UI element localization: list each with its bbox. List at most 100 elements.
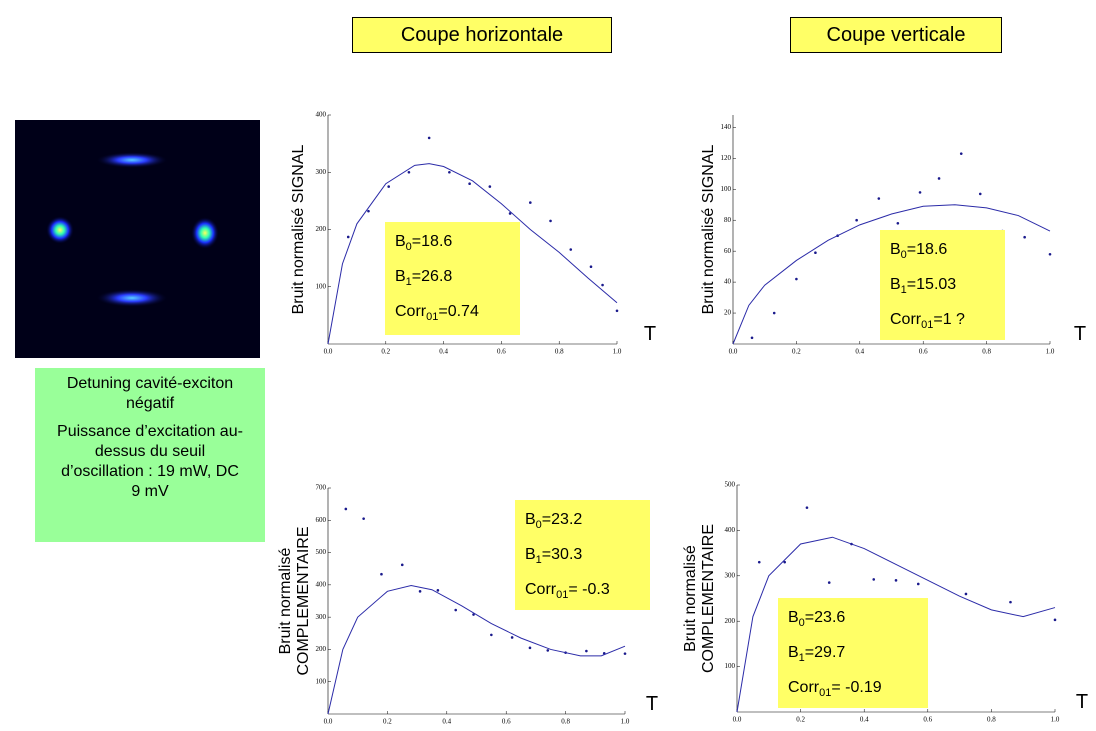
annotation-value: =18.6 xyxy=(412,233,453,250)
x-tick-label: 0.6 xyxy=(497,348,506,356)
annotation-symbol: B xyxy=(788,644,799,661)
annotation: Corr01= -0.3 xyxy=(525,581,610,601)
annotation-box xyxy=(385,222,520,335)
y-tick-label: 300 xyxy=(316,168,327,176)
data-point xyxy=(1053,618,1057,622)
y-tick-label: 600 xyxy=(316,516,327,524)
x-tick-label: 1.0 xyxy=(1046,348,1055,356)
annotation-subscript: 1 xyxy=(901,284,907,296)
annotation: B0=23.6 xyxy=(788,609,845,629)
y-tick-label: 100 xyxy=(316,282,327,290)
y-tick-label: 500 xyxy=(725,481,736,489)
data-point xyxy=(448,170,451,174)
x-tick-label: 0.2 xyxy=(796,716,805,724)
annotation-value: =0.74 xyxy=(438,303,479,320)
annotation-symbol: Corr xyxy=(525,581,557,598)
fit-curve xyxy=(732,204,1051,345)
data-point xyxy=(407,170,411,174)
y-axis-label: Bruit normalisé SIGNAL xyxy=(290,144,307,314)
x-tick-label: 0.2 xyxy=(792,348,801,356)
header: Coupe horizontale xyxy=(352,17,612,53)
y-tick-label: 400 xyxy=(316,111,327,119)
x-tick-label: 1.0 xyxy=(1051,716,1060,724)
x-tick-label: 0.0 xyxy=(733,716,742,724)
annotation-subscript: 0 xyxy=(406,241,412,253)
y-axis-label: Bruit normalisé xyxy=(277,548,294,655)
caption-text: Detuning cavité-exciton négatif xyxy=(66,375,234,412)
data-point xyxy=(346,235,350,239)
annotation-box xyxy=(778,598,928,708)
annotation-subscript: 01 xyxy=(819,687,831,699)
x-tick-label: 0.4 xyxy=(855,348,864,356)
data-point xyxy=(855,218,858,222)
annotation: Corr01=1 ? xyxy=(890,311,965,331)
data-point xyxy=(601,283,604,287)
data-point xyxy=(344,507,348,511)
annotation-subscript: 1 xyxy=(406,276,412,288)
x-tick-label: 0.8 xyxy=(561,718,570,726)
x-axis-label: T xyxy=(646,693,658,715)
data-point xyxy=(757,560,761,564)
annotation-value: =15.03 xyxy=(907,276,956,293)
x-tick-label: 0.4 xyxy=(860,716,869,724)
y-tick-label: 80 xyxy=(724,216,732,224)
y-tick-label: 140 xyxy=(721,123,732,131)
data-point xyxy=(750,336,754,340)
annotation-value: =26.8 xyxy=(412,268,453,285)
data-point xyxy=(546,649,550,652)
annotation-subscript: 0 xyxy=(536,519,542,531)
x-axis-label: T xyxy=(1076,691,1088,713)
annotation: B0=18.6 xyxy=(395,233,452,253)
data-point xyxy=(872,578,876,581)
data-point xyxy=(1009,600,1012,604)
annotation-value: = -0.19 xyxy=(831,679,881,696)
data-point xyxy=(387,185,390,188)
annotation-symbol: Corr xyxy=(395,303,427,320)
y-axis-label: Bruit normalisé xyxy=(682,545,699,652)
y-tick-label: 300 xyxy=(725,571,736,579)
data-point xyxy=(896,222,900,225)
annotation: Corr01= -0.19 xyxy=(788,679,882,699)
annotation-value: =30.3 xyxy=(542,546,583,563)
header: Coupe verticale xyxy=(790,17,1002,53)
data-point xyxy=(1048,252,1052,256)
annotation: B1=26.8 xyxy=(395,268,452,288)
data-point xyxy=(418,590,422,593)
x-tick-label: 0.4 xyxy=(442,718,451,726)
data-point xyxy=(978,192,982,196)
annotation-symbol: B xyxy=(395,233,406,250)
data-point xyxy=(367,209,370,213)
data-point xyxy=(937,177,941,180)
annotation: B0=18.6 xyxy=(890,241,947,261)
annotation-subscript: 01 xyxy=(921,319,933,331)
annotation-subscript: 0 xyxy=(799,617,805,629)
y-tick-label: 100 xyxy=(721,185,732,193)
x-axis-label: T xyxy=(644,323,656,345)
data-point xyxy=(380,572,383,576)
data-point xyxy=(585,649,588,653)
y-tick-label: 100 xyxy=(725,662,736,670)
x-tick-label: 0.6 xyxy=(923,716,932,724)
data-point xyxy=(528,646,532,650)
y-tick-label: 40 xyxy=(724,278,732,286)
annotation-subscript: 01 xyxy=(556,589,568,601)
annotation: Corr01=0.74 xyxy=(395,303,479,323)
data-point xyxy=(569,248,573,251)
x-tick-label: 0.0 xyxy=(729,348,738,356)
data-point xyxy=(427,136,431,140)
y-tick-label: 100 xyxy=(316,677,327,685)
x-tick-label: 1.0 xyxy=(621,718,630,726)
y-tick-label: 200 xyxy=(316,645,327,653)
x-tick-label: 0.2 xyxy=(381,348,390,356)
annotation-subscript: 1 xyxy=(536,554,542,566)
data-point xyxy=(805,506,809,510)
fit-curve xyxy=(327,584,626,715)
data-point xyxy=(490,633,493,637)
x-tick-label: 0.2 xyxy=(383,718,392,726)
data-point xyxy=(1023,235,1026,239)
x-tick-label: 0.4 xyxy=(439,348,448,356)
y-tick-label: 60 xyxy=(724,247,732,255)
x-tick-label: 0.8 xyxy=(982,348,991,356)
